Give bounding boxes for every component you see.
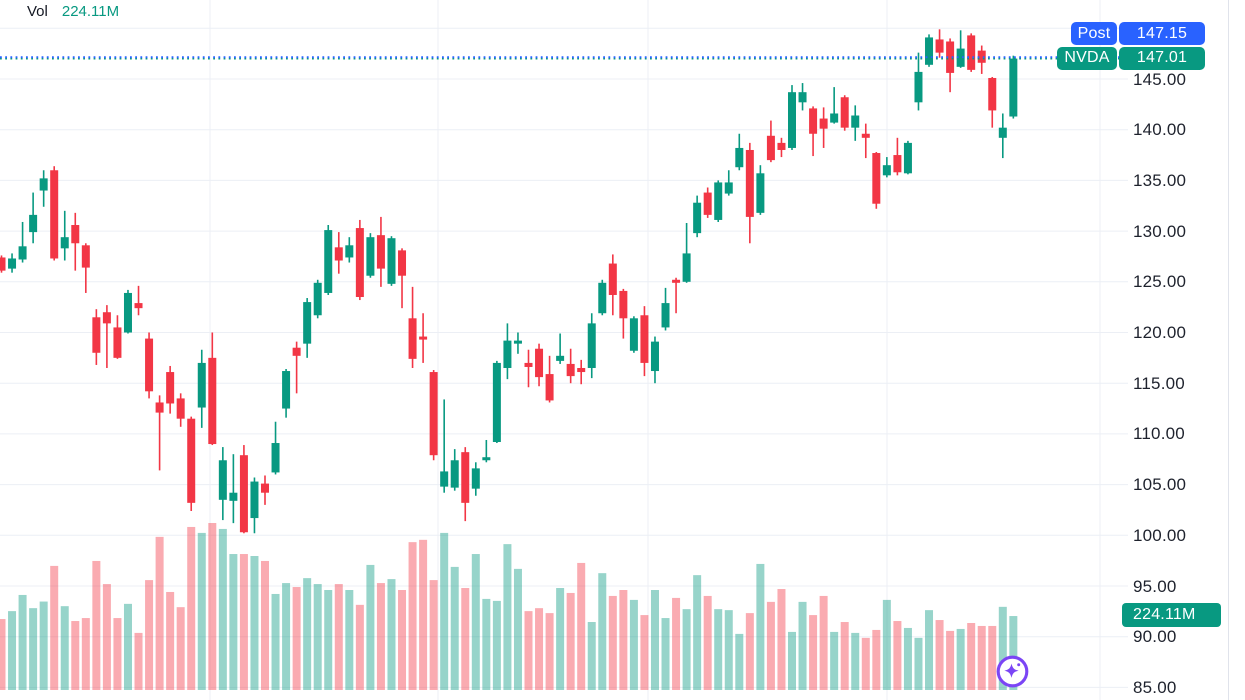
volume-legend-label: Vol [27, 3, 48, 20]
post-market-price-badge: Post 147.15 [1071, 22, 1205, 45]
price-axis-label: 125.00 [1133, 272, 1187, 292]
sparkle-icon [996, 655, 1029, 688]
price-axis-label: 145.00 [1133, 69, 1187, 89]
volume-legend: Vol 224.11M [27, 3, 119, 21]
price-axis-label: 115.00 [1133, 373, 1185, 393]
post-market-label: Post [1071, 22, 1117, 45]
price-axis-label: 130.00 [1133, 221, 1187, 241]
price-axis-label: 105.00 [1133, 475, 1187, 495]
price-axis-label: 110.00 [1133, 424, 1185, 444]
symbol-last-price-value: 147.01 [1119, 46, 1205, 70]
price-axis-label: 85.00 [1133, 677, 1177, 697]
volume-bars [0, 523, 1018, 690]
volume-axis-badge: 224.11M [1122, 603, 1221, 627]
price-axis-label: 100.00 [1133, 525, 1187, 545]
price-scale-axis[interactable]: 145.00 140.00 135.00 130.00 125.00 120.00 115.… [1128, 0, 1245, 700]
price-axis-label: 140.00 [1133, 120, 1187, 140]
ai-sparkle-button[interactable] [996, 655, 1029, 688]
price-axis-label: 95.00 [1133, 576, 1177, 596]
volume-axis-badge-value: 224.11M [1133, 606, 1196, 623]
price-lines [0, 56, 1128, 60]
candles [0, 29, 1018, 534]
price-axis-label: 135.00 [1133, 170, 1187, 190]
symbol-price-badge: NVDA 147.01 [1057, 46, 1205, 70]
price-axis-label: 120.00 [1133, 323, 1187, 342]
symbol-label: NVDA [1057, 46, 1117, 70]
volume-legend-value: 224.11M [61, 3, 120, 20]
post-market-value: 147.15 [1119, 22, 1205, 45]
price-axis-label: 90.00 [1133, 627, 1177, 647]
